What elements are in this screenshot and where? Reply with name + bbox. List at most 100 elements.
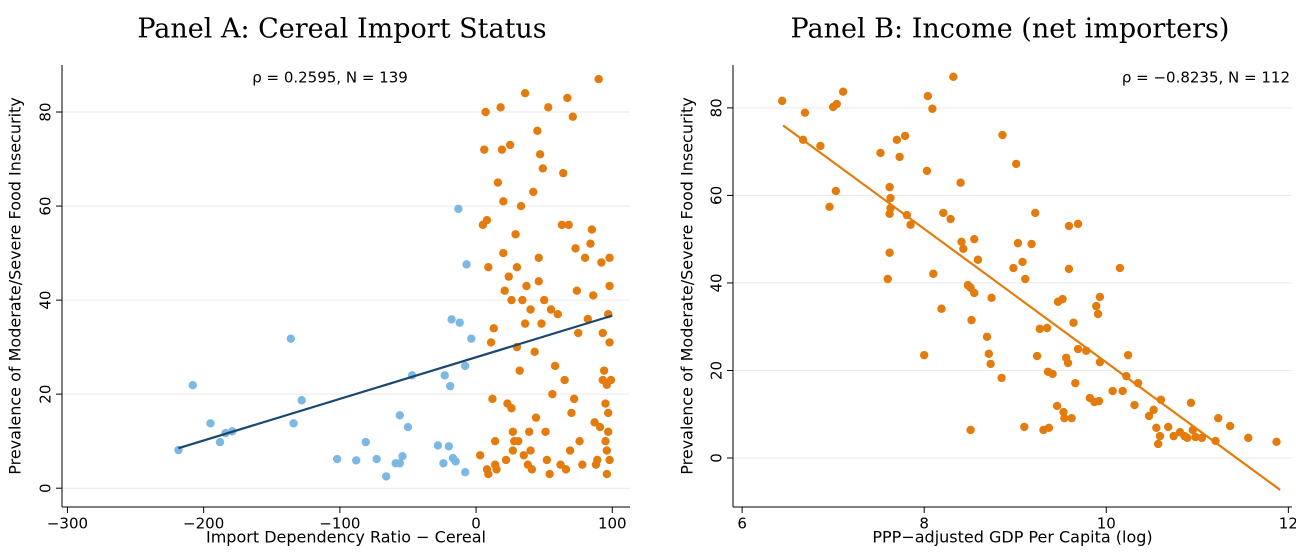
point	[481, 107, 490, 117]
point	[1013, 238, 1023, 248]
point	[959, 244, 968, 254]
point	[1073, 344, 1083, 354]
x-tick-label: 6	[737, 515, 747, 533]
point	[526, 446, 535, 455]
point	[937, 304, 946, 313]
point	[541, 427, 550, 436]
point	[602, 469, 612, 479]
point	[1063, 358, 1073, 368]
point	[1071, 378, 1080, 388]
point	[545, 469, 554, 479]
point	[605, 455, 614, 465]
point	[1225, 421, 1235, 431]
point	[1032, 351, 1042, 361]
x-tick-label: −300	[47, 515, 88, 533]
point	[967, 315, 976, 325]
point	[973, 255, 983, 264]
point	[556, 460, 565, 469]
point	[480, 145, 489, 154]
point	[395, 459, 405, 468]
point	[332, 454, 342, 464]
point	[1009, 263, 1018, 273]
point	[526, 305, 535, 314]
point	[1011, 159, 1021, 169]
point	[537, 319, 546, 328]
point	[568, 112, 577, 121]
point	[601, 436, 610, 446]
point	[398, 452, 407, 461]
point	[1064, 264, 1074, 274]
point	[1186, 398, 1196, 408]
point	[1118, 386, 1127, 396]
y-tick-label: 80	[708, 98, 726, 117]
point	[514, 436, 523, 446]
point	[1155, 431, 1165, 441]
point	[923, 91, 933, 101]
point	[542, 455, 552, 465]
point	[497, 145, 507, 154]
point	[512, 262, 522, 272]
point	[578, 460, 587, 469]
point	[885, 248, 894, 257]
point	[538, 164, 548, 173]
point	[297, 396, 306, 405]
point	[548, 389, 557, 399]
point	[352, 456, 361, 465]
point	[215, 437, 225, 447]
point	[1018, 257, 1027, 267]
point	[838, 87, 848, 96]
point	[486, 338, 496, 347]
point	[529, 187, 538, 197]
y-tick-label: 60	[37, 197, 55, 216]
point	[519, 451, 528, 460]
point	[970, 288, 979, 298]
point	[1073, 219, 1083, 229]
y-tick-label: 20	[37, 385, 55, 404]
point	[589, 291, 598, 300]
point	[516, 201, 526, 211]
point	[606, 375, 616, 385]
point	[1152, 423, 1161, 432]
point	[1048, 369, 1057, 379]
x-tick-label: 100	[598, 515, 627, 533]
point	[602, 446, 612, 455]
point	[957, 237, 966, 246]
point	[886, 193, 895, 203]
point	[520, 319, 530, 328]
point	[900, 131, 910, 141]
point	[1058, 294, 1067, 304]
point	[433, 441, 443, 450]
point	[1092, 301, 1101, 311]
annotation: ρ = −0.8235, N = 112	[1122, 69, 1290, 87]
point	[574, 328, 583, 338]
point	[534, 253, 543, 262]
point	[876, 148, 885, 158]
point	[500, 286, 509, 295]
point	[439, 459, 448, 468]
point	[446, 381, 455, 391]
point	[550, 361, 560, 371]
fit-line	[178, 314, 613, 450]
point	[1042, 323, 1052, 333]
point	[447, 315, 456, 324]
point	[1144, 411, 1154, 421]
point	[984, 349, 994, 359]
point	[590, 418, 599, 427]
point	[462, 260, 471, 269]
point	[489, 324, 498, 333]
point	[939, 208, 948, 218]
point	[1027, 239, 1036, 249]
x-tick-label: −200	[183, 515, 224, 533]
point	[1191, 432, 1200, 442]
point	[604, 408, 613, 418]
point	[475, 451, 485, 460]
point	[505, 140, 515, 150]
point	[381, 472, 391, 481]
point	[1183, 433, 1192, 443]
point	[564, 220, 573, 230]
point	[534, 277, 543, 286]
point	[831, 186, 841, 196]
point	[484, 262, 493, 272]
point	[956, 178, 965, 187]
